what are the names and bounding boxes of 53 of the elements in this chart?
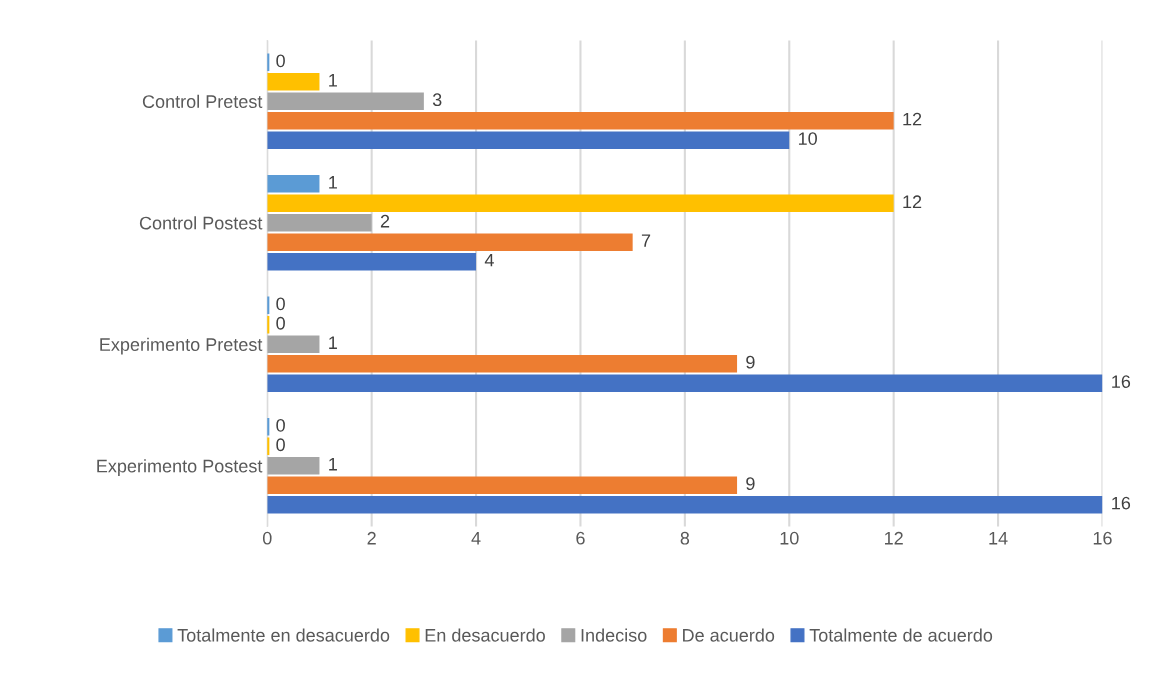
bar (267, 476, 738, 494)
y-tick-label: Control Pretest (142, 94, 263, 108)
data-label: 16 (1112, 496, 1131, 510)
legend-label: En desacuerdo (425, 628, 545, 642)
data-label: 9 (746, 355, 755, 369)
legend-label: De acuerdo (683, 628, 775, 642)
data-label: 1 (329, 458, 337, 471)
legend-label: Indeciso (581, 628, 647, 642)
y-tick-label: Experimento Postest (97, 459, 263, 477)
data-label: 0 (276, 438, 285, 452)
data-label: 12 (903, 195, 922, 208)
legend-label: Totalmente en desacuerdo (177, 628, 390, 642)
data-label: 12 (903, 112, 922, 126)
bar (267, 495, 1103, 514)
x-tick-label: 2 (367, 531, 376, 545)
bar (267, 111, 894, 130)
legend-label: Totalmente de acuerdo (809, 628, 993, 642)
y-tick-label: Experimento Pretest (100, 337, 263, 355)
bar (267, 233, 633, 251)
data-label: 1 (329, 336, 337, 349)
data-label: 0 (276, 316, 285, 330)
x-tick-label: 14 (989, 532, 1008, 545)
x-tick-label: 0 (262, 531, 272, 545)
bar (267, 131, 790, 149)
data-label: 7 (641, 234, 651, 247)
data-label: 10 (798, 132, 817, 145)
data-label: 3 (432, 93, 442, 107)
x-tick-label: 6 (576, 531, 585, 545)
bar (267, 92, 424, 110)
bar (267, 354, 738, 373)
bar (267, 252, 477, 271)
bar (267, 214, 372, 232)
y-tick-label: Control Postest (139, 216, 263, 230)
x-tick-label: 16 (1093, 531, 1112, 545)
bar (267, 73, 320, 91)
x-tick-label: 8 (680, 531, 690, 545)
data-label: 1 (329, 74, 337, 87)
bar (267, 175, 320, 193)
data-label: 0 (276, 54, 285, 68)
data-label: 9 (746, 477, 755, 491)
data-label: 16 (1112, 375, 1131, 388)
bar (267, 194, 894, 213)
data-label: 0 (276, 297, 285, 311)
data-label: 2 (380, 214, 390, 228)
bar (267, 457, 320, 475)
bar (267, 335, 320, 353)
bar (267, 374, 1103, 392)
x-tick-label: 4 (471, 532, 481, 545)
data-label: 4 (484, 253, 494, 267)
x-tick-label: 10 (780, 531, 799, 545)
data-label: 0 (276, 418, 285, 432)
data-label: 1 (329, 176, 337, 189)
x-tick-label: 12 (885, 531, 903, 545)
